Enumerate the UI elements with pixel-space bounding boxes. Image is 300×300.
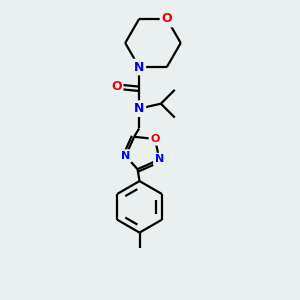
Text: O: O: [161, 13, 172, 26]
Text: N: N: [134, 102, 144, 115]
Text: O: O: [111, 80, 122, 93]
Text: N: N: [155, 154, 164, 164]
Text: N: N: [134, 61, 144, 74]
Text: O: O: [150, 134, 160, 144]
Text: N: N: [121, 151, 130, 161]
